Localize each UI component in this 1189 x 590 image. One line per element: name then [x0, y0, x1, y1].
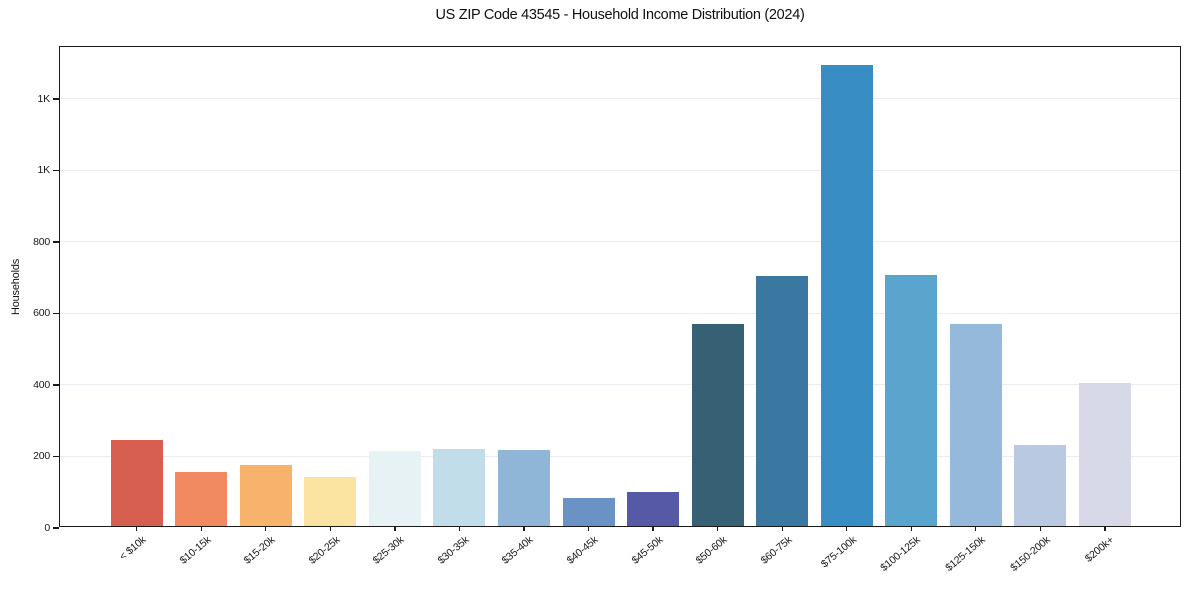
x-tick	[523, 526, 525, 531]
y-tick	[53, 527, 59, 529]
y-tick-label: 1K	[37, 92, 51, 105]
y-gridline	[60, 455, 1180, 457]
x-tick-label: $100-125k	[878, 534, 924, 574]
x-tick	[265, 526, 267, 531]
x-tick-label: $200k+	[1083, 534, 1117, 565]
bar	[1014, 444, 1067, 526]
y-gridline	[60, 384, 1180, 386]
x-tick-label: $20-25k	[306, 534, 343, 567]
x-tick-label: $75-100k	[818, 534, 859, 571]
bar	[175, 471, 228, 526]
y-tick	[53, 241, 59, 243]
y-gridline	[60, 312, 1180, 314]
bar	[368, 450, 421, 526]
x-tick-label: $125-150k	[943, 534, 988, 574]
x-tick	[846, 526, 848, 531]
x-tick-label: $10-15k	[177, 534, 213, 567]
y-tick	[53, 169, 59, 172]
x-tick-label: $40-45k	[564, 534, 601, 567]
y-gridline	[60, 98, 1180, 100]
y-tick-label: 200	[33, 450, 50, 463]
bar	[627, 492, 680, 526]
x-tick	[781, 526, 783, 531]
x-tick	[1104, 526, 1106, 531]
plot-area: 0 200 400 600 800 1K 1K < $10k $10-15k $15-20k $20…	[33, 46, 1181, 574]
y-tick-label: 400	[33, 378, 50, 391]
y-tick	[53, 312, 59, 315]
x-tick	[394, 526, 396, 531]
chart-title: US ZIP Code 43545 - Household Income Dis…	[435, 7, 805, 23]
bar	[304, 477, 357, 526]
y-tick-label: 1K	[37, 164, 51, 177]
x-tick-label: $15-20k	[241, 534, 278, 567]
x-tick-label: $35-40k	[500, 534, 536, 567]
bar	[1078, 382, 1131, 526]
bar	[756, 276, 809, 526]
y-gridline	[60, 169, 1180, 171]
bar	[562, 498, 615, 526]
bar	[433, 449, 486, 526]
x-tick	[200, 526, 202, 531]
y-tick	[53, 384, 59, 386]
bar	[498, 450, 550, 526]
y-tick	[53, 98, 59, 100]
x-tick-label: $150-200k	[1007, 534, 1053, 574]
x-tick-label: $30-35k	[435, 534, 472, 567]
x-tick	[587, 526, 590, 531]
x-tick-label: $60-75k	[758, 534, 794, 567]
x-tick-label: $25-30k	[370, 534, 407, 567]
x-tick	[458, 526, 461, 531]
y-tick-label: 0	[44, 522, 50, 534]
x-tick	[136, 526, 138, 531]
bar	[949, 324, 1002, 526]
x-tick	[975, 526, 977, 531]
x-tick-label: $45-50k	[629, 534, 665, 567]
bar	[110, 440, 163, 526]
x-tick	[1039, 526, 1042, 531]
x-tick-label: $50-60k	[693, 534, 730, 567]
bar	[820, 64, 873, 526]
y-tick-label: 800	[33, 235, 50, 248]
y-gridline	[60, 241, 1180, 243]
x-tick	[717, 526, 719, 531]
x-tick	[652, 526, 654, 531]
y-tick-label: 600	[33, 307, 50, 320]
x-tick	[910, 526, 912, 531]
bar	[239, 464, 292, 526]
bar	[885, 275, 938, 526]
x-tick	[329, 526, 331, 531]
x-tick-label: < $10k	[117, 534, 149, 563]
y-tick	[53, 455, 59, 458]
bar	[691, 323, 744, 526]
